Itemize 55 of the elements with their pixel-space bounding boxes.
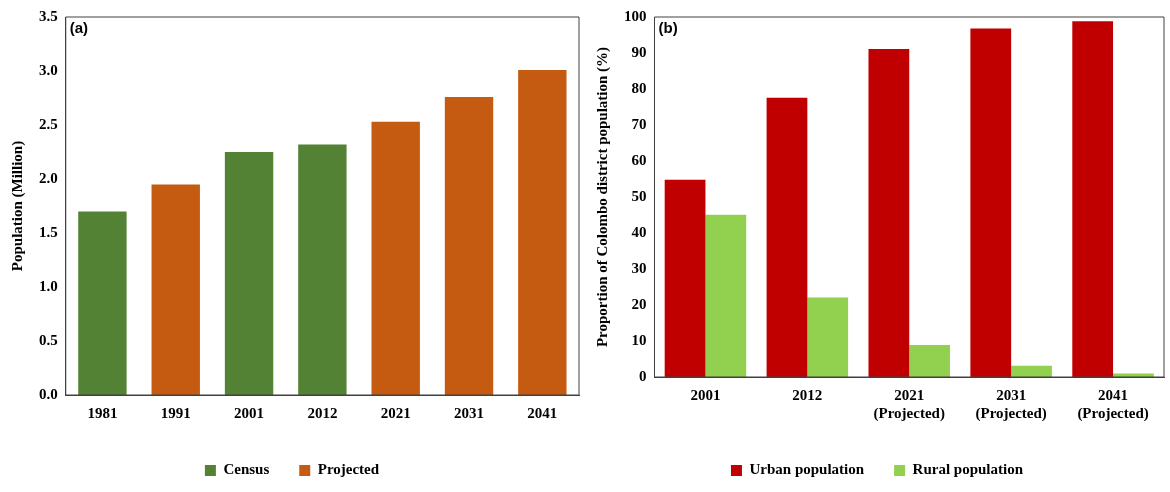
bar: [807, 297, 849, 377]
y-tick-label: 3.5: [39, 7, 58, 24]
x-tick-label: 2001: [690, 386, 721, 403]
y-tick-label: 2.5: [39, 115, 58, 132]
x-tick-label: 2012: [792, 386, 823, 403]
y-tick-label: 80: [631, 79, 647, 96]
legend-label: Census: [223, 461, 270, 478]
y-tick-label: 40: [631, 223, 647, 240]
y-tick-label: 90: [631, 43, 647, 60]
y-tick-label: 1.0: [39, 277, 58, 294]
y-tick-label: 70: [631, 115, 647, 132]
y-tick-label: 20: [631, 295, 647, 312]
legend-label: Urban population: [749, 461, 865, 478]
y-tick-label: 2.0: [39, 169, 58, 186]
x-tick-label: 2021 (Projected): [873, 386, 945, 422]
bar: [868, 49, 910, 377]
bar: [78, 211, 127, 395]
y-tick-label: 0.0: [39, 385, 58, 402]
bar: [444, 96, 494, 395]
y-tick-label: 30: [631, 259, 647, 276]
annotation: (b): [658, 18, 678, 36]
y-axis-title: Proportion of Colombo district population (%): [593, 46, 611, 348]
bar: [518, 69, 567, 395]
y-tick-label: 10: [631, 331, 647, 348]
x-tick-label: 2041: [527, 404, 558, 421]
y-tick-label: 50: [631, 187, 647, 204]
bar: [298, 144, 347, 395]
legend-label: Rural population: [912, 461, 1024, 478]
bar: [1072, 21, 1114, 377]
x-tick-label: 2001: [234, 404, 265, 421]
y-tick-label: 0.5: [39, 331, 58, 348]
bar: [151, 184, 200, 395]
x-tick-label: 1991: [160, 404, 191, 421]
bar: [909, 344, 951, 377]
bar: [664, 179, 706, 377]
bar: [371, 121, 420, 395]
x-tick-label: 2021: [380, 404, 411, 421]
x-tick-label: 2012: [307, 404, 338, 421]
x-tick-label: 2031: [454, 404, 485, 421]
bar: [970, 28, 1012, 377]
annotation: (a): [69, 18, 89, 36]
legend-label: Projected: [317, 461, 380, 478]
y-tick-label: 3.0: [39, 61, 58, 78]
x-tick-label: 1981: [87, 404, 118, 421]
bar: [224, 152, 274, 395]
y-axis-title: Population (Million): [8, 140, 26, 272]
bar: [1011, 365, 1052, 377]
x-tick-label: 2031 (Projected): [975, 386, 1047, 422]
y-tick-label: 0: [639, 367, 647, 384]
y-tick-label: 60: [631, 151, 647, 168]
y-tick-label: 100: [624, 7, 647, 24]
x-tick-label: 2041 (Projected): [1077, 386, 1149, 422]
bar: [705, 214, 747, 377]
y-tick-label: 1.5: [39, 223, 58, 240]
bar: [766, 97, 808, 377]
